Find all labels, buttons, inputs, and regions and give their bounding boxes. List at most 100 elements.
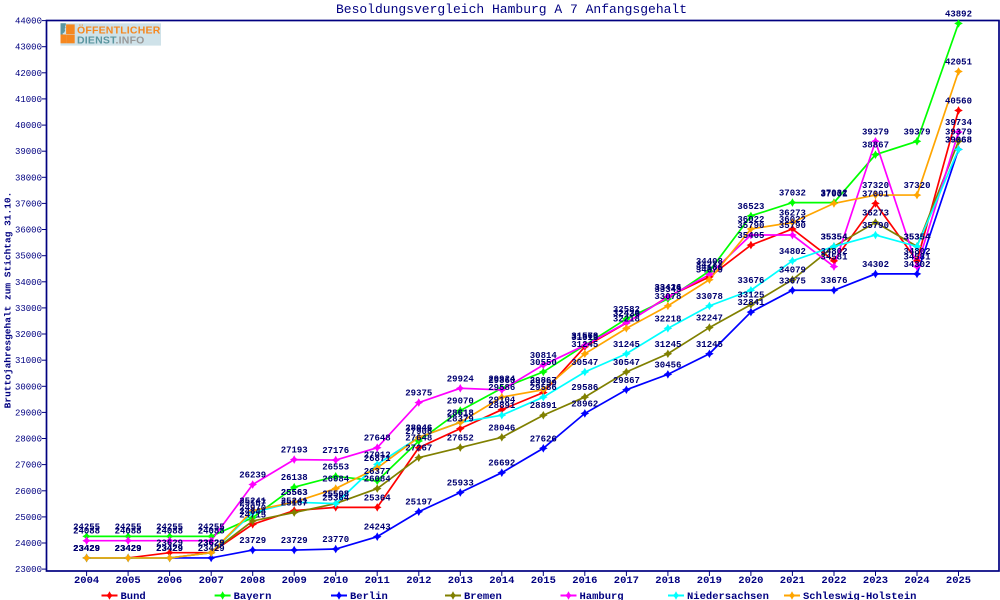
svg-text:26084: 26084 — [322, 475, 350, 485]
svg-text:26000: 26000 — [15, 487, 42, 497]
svg-text:24088: 24088 — [73, 527, 100, 537]
svg-text:39068: 39068 — [945, 135, 972, 145]
svg-text:27000: 27000 — [15, 461, 42, 471]
svg-text:36523: 36523 — [737, 202, 764, 212]
svg-text:35354: 35354 — [820, 232, 848, 242]
svg-text:31245: 31245 — [696, 340, 723, 350]
svg-text:28962: 28962 — [571, 399, 598, 409]
svg-text:2013: 2013 — [448, 575, 473, 587]
svg-text:40000: 40000 — [15, 121, 42, 131]
svg-text:Bremen: Bremen — [464, 591, 502, 600]
svg-text:33675: 33675 — [779, 276, 806, 286]
svg-text:32247: 32247 — [696, 314, 723, 324]
svg-text:36273: 36273 — [779, 208, 806, 218]
svg-text:41000: 41000 — [15, 95, 42, 105]
svg-text:30814: 30814 — [530, 351, 558, 361]
svg-text:25508: 25508 — [322, 490, 349, 500]
svg-text:24243: 24243 — [364, 523, 391, 533]
svg-text:2010: 2010 — [323, 575, 348, 587]
svg-text:25364: 25364 — [364, 493, 392, 503]
svg-text:2009: 2009 — [282, 575, 307, 587]
svg-text:2023: 2023 — [863, 575, 888, 587]
svg-text:32218: 32218 — [613, 314, 640, 324]
svg-text:2024: 2024 — [904, 575, 929, 587]
svg-text:2007: 2007 — [199, 575, 224, 587]
svg-text:23729: 23729 — [281, 536, 308, 546]
svg-text:2017: 2017 — [614, 575, 639, 587]
svg-text:26692: 26692 — [488, 459, 515, 469]
svg-text:34581: 34581 — [903, 253, 931, 263]
svg-text:2016: 2016 — [572, 575, 597, 587]
svg-text:Bund: Bund — [121, 591, 146, 600]
svg-text:33676: 33676 — [737, 276, 764, 286]
svg-text:34581: 34581 — [820, 253, 848, 263]
svg-text:33078: 33078 — [696, 292, 723, 302]
svg-text:35790: 35790 — [862, 221, 889, 231]
svg-text:28618: 28618 — [447, 408, 474, 418]
svg-text:24088: 24088 — [156, 527, 183, 537]
svg-text:2004: 2004 — [74, 575, 99, 587]
svg-text:28891: 28891 — [530, 401, 558, 411]
svg-text:31245: 31245 — [654, 340, 681, 350]
svg-text:35405: 35405 — [737, 231, 764, 241]
svg-text:25167: 25167 — [281, 499, 308, 509]
svg-text:28046: 28046 — [405, 423, 432, 433]
svg-text:Hamburg: Hamburg — [580, 591, 624, 600]
svg-text:27648: 27648 — [364, 434, 391, 444]
svg-text:33000: 33000 — [15, 304, 42, 314]
svg-text:27193: 27193 — [281, 446, 308, 456]
svg-text:30456: 30456 — [654, 360, 681, 370]
svg-text:38867: 38867 — [862, 141, 889, 151]
svg-text:33125: 33125 — [737, 291, 764, 301]
svg-text:23729: 23729 — [239, 536, 266, 546]
svg-text:25241: 25241 — [239, 497, 267, 507]
svg-text:2019: 2019 — [697, 575, 722, 587]
svg-text:36273: 36273 — [862, 208, 889, 218]
svg-text:Berlin: Berlin — [350, 591, 388, 600]
svg-text:2015: 2015 — [531, 575, 556, 587]
svg-text:34302: 34302 — [862, 260, 889, 270]
svg-text:29000: 29000 — [15, 408, 42, 418]
svg-text:26239: 26239 — [239, 471, 266, 481]
svg-text:34802: 34802 — [779, 247, 806, 257]
svg-text:26871: 26871 — [364, 454, 392, 464]
svg-text:2014: 2014 — [489, 575, 514, 587]
svg-text:37000: 37000 — [15, 199, 42, 209]
svg-text:26553: 26553 — [322, 462, 349, 472]
svg-text:29070: 29070 — [447, 397, 474, 407]
svg-text:23770: 23770 — [322, 535, 349, 545]
svg-text:Schleswig-Holstein: Schleswig-Holstein — [803, 591, 916, 600]
svg-text:2020: 2020 — [738, 575, 763, 587]
svg-text:33078: 33078 — [654, 292, 681, 302]
svg-text:39000: 39000 — [15, 147, 42, 157]
svg-text:33676: 33676 — [820, 276, 847, 286]
svg-text:44000: 44000 — [15, 17, 42, 27]
svg-text:25000: 25000 — [15, 513, 42, 523]
svg-text:32000: 32000 — [15, 330, 42, 340]
svg-text:2018: 2018 — [655, 575, 680, 587]
svg-text:2006: 2006 — [157, 575, 182, 587]
svg-text:30000: 30000 — [15, 382, 42, 392]
svg-text:2021: 2021 — [780, 575, 805, 587]
svg-text:2025: 2025 — [946, 575, 971, 587]
svg-text:2012: 2012 — [406, 575, 431, 587]
svg-text:23629: 23629 — [198, 539, 225, 549]
svg-text:29586: 29586 — [571, 383, 598, 393]
svg-text:29586: 29586 — [488, 383, 515, 393]
svg-text:23429: 23429 — [73, 544, 100, 554]
svg-text:37001: 37001 — [820, 189, 848, 199]
svg-text:26138: 26138 — [281, 473, 308, 483]
svg-text:24844: 24844 — [239, 507, 267, 517]
svg-text:34079: 34079 — [696, 266, 723, 276]
svg-text:Niedersachsen: Niedersachsen — [687, 591, 769, 600]
svg-text:35000: 35000 — [15, 252, 42, 262]
svg-text:27652: 27652 — [447, 434, 474, 444]
svg-text:26084: 26084 — [364, 475, 392, 485]
svg-text:23429: 23429 — [156, 544, 183, 554]
svg-text:29924: 29924 — [447, 374, 475, 384]
svg-text:31000: 31000 — [15, 356, 42, 366]
svg-text:42000: 42000 — [15, 69, 42, 79]
svg-text:28891: 28891 — [488, 401, 516, 411]
svg-text:37032: 37032 — [779, 189, 806, 199]
svg-text:36000: 36000 — [15, 226, 42, 236]
